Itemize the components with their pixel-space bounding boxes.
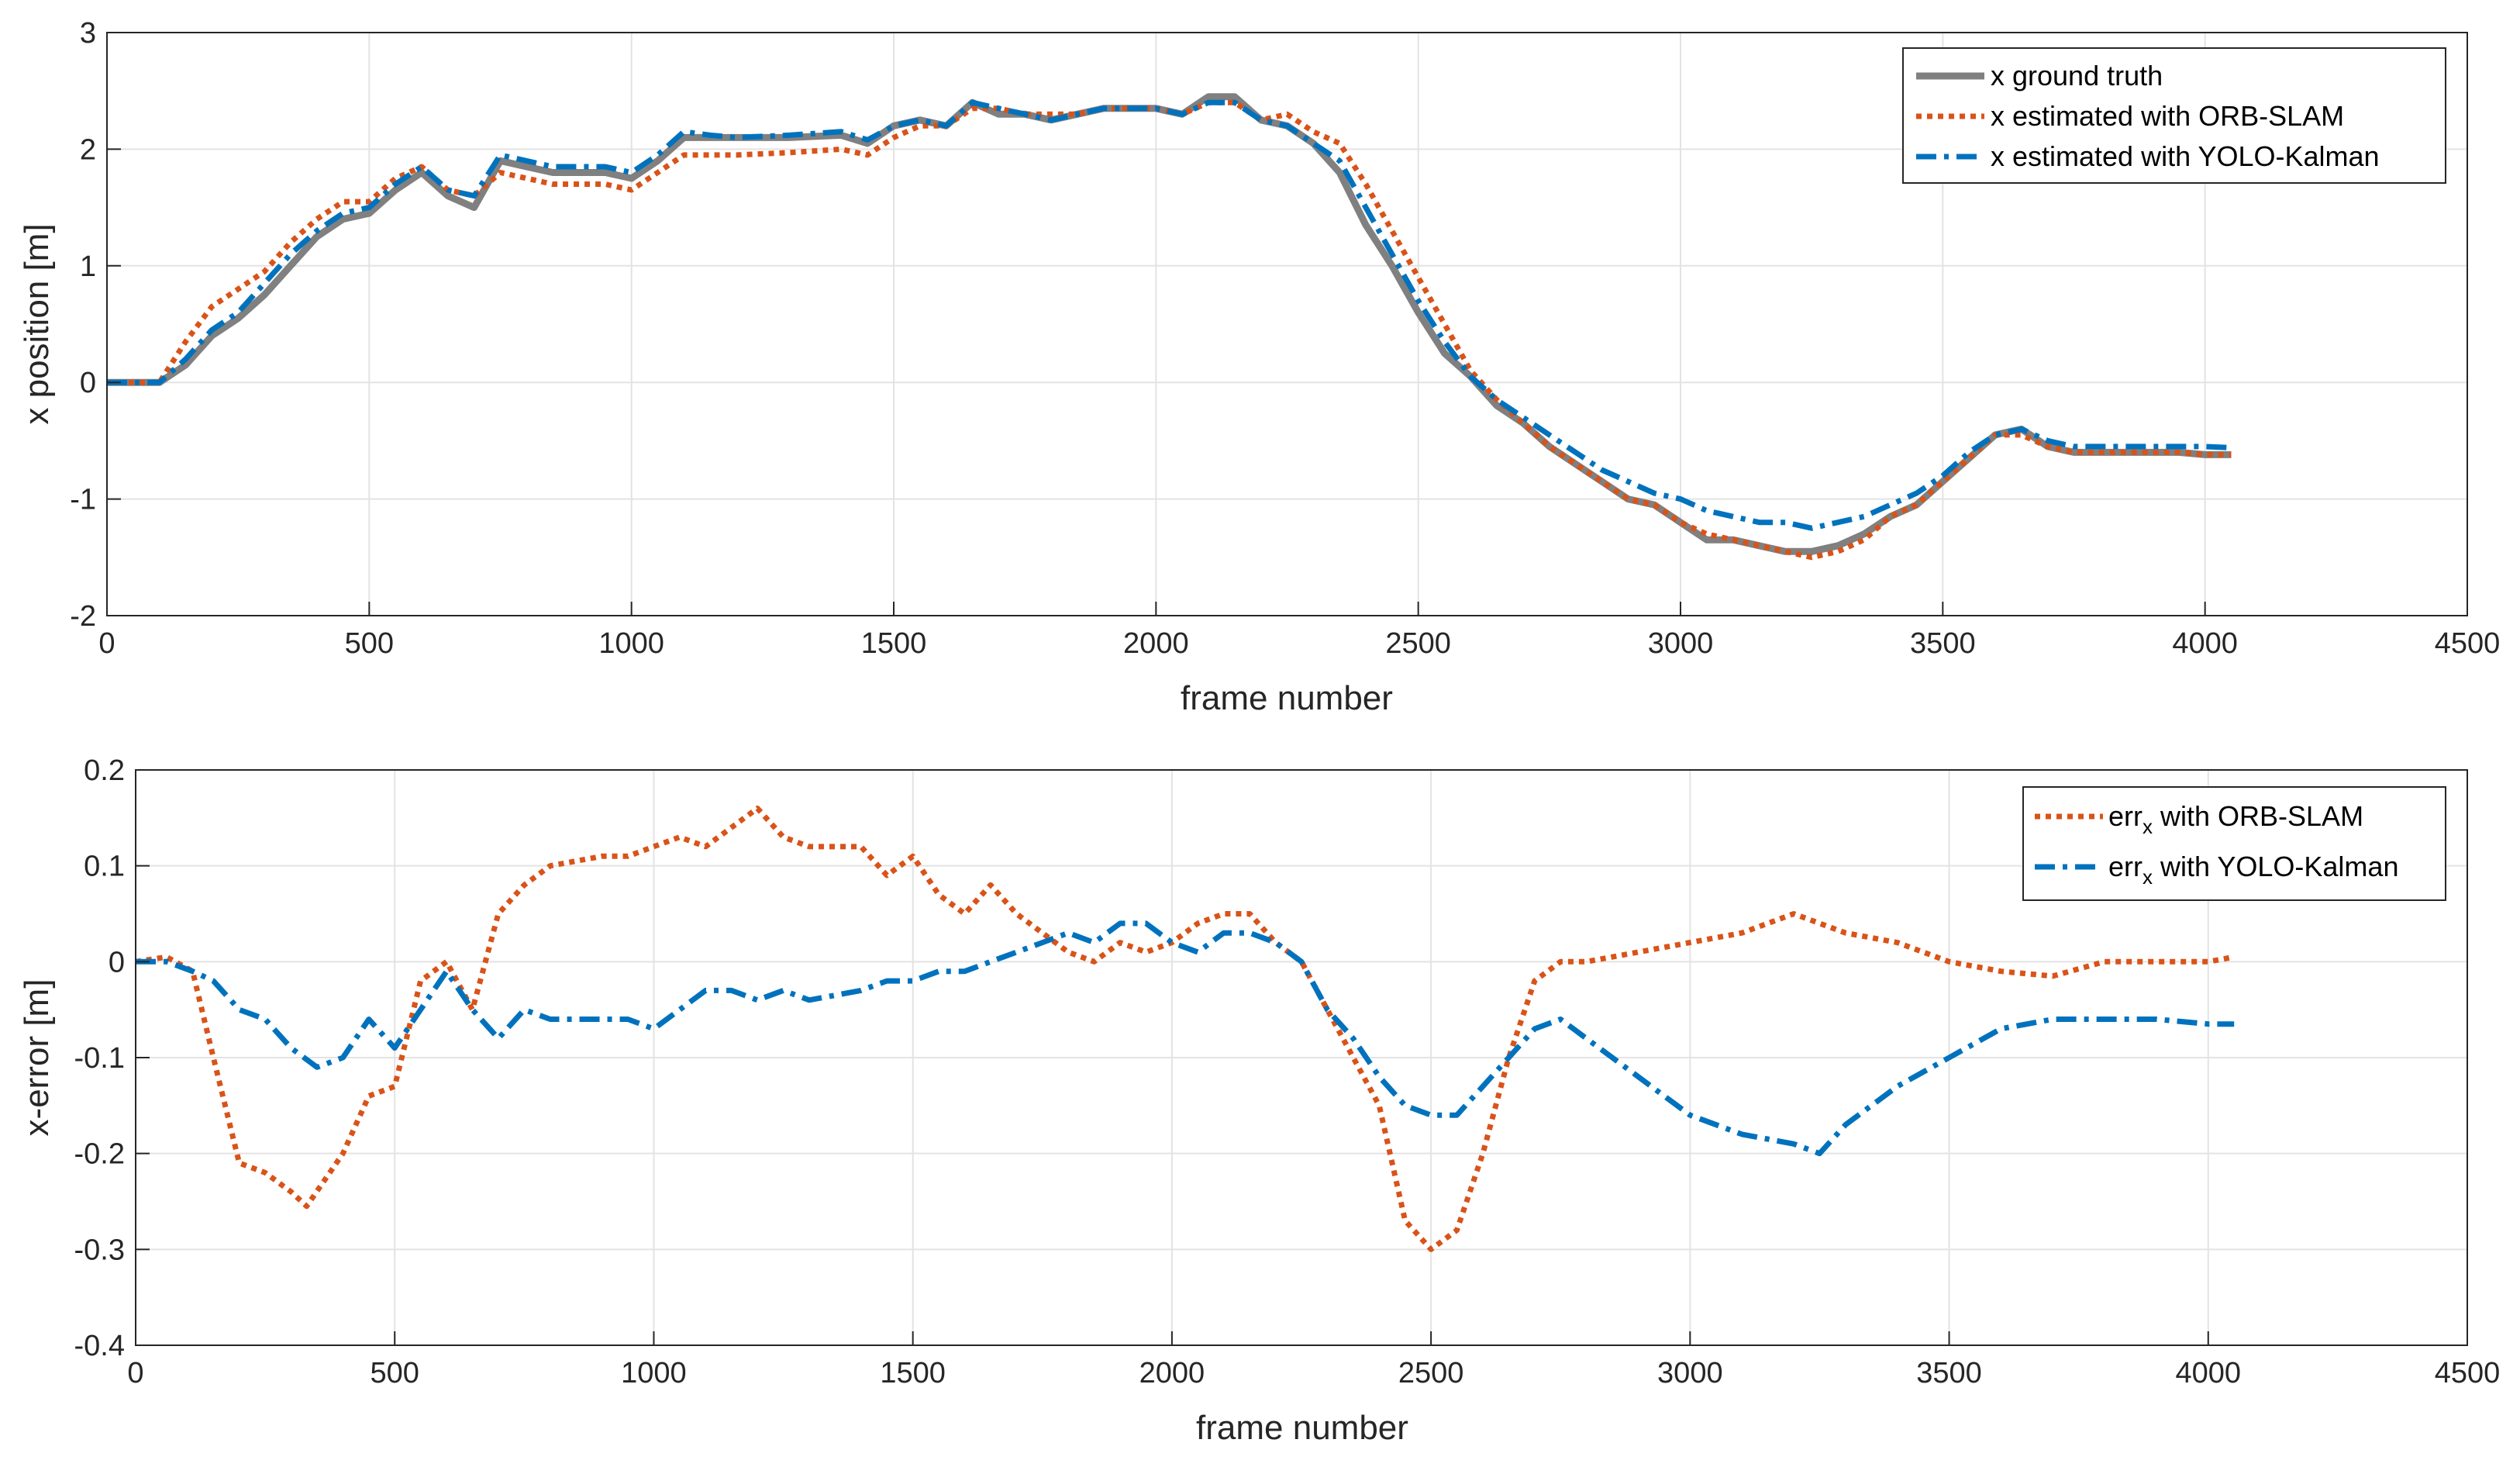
top-y-tick-label: 0 [80, 367, 96, 399]
top-x-tick-label: 4000 [2172, 627, 2238, 660]
top-plot-legend: x ground truth x estimated with ORB-SLAM… [1902, 47, 2446, 184]
bottom-plot-x-ticks: 0 500 1000 1500 2000 2500 3000 3500 4000 4500 [127, 1331, 2500, 1389]
legend-label-yolo-kalman: x estimated with YOLO-Kalman [1991, 140, 2380, 172]
top-x-tick-label: 1500 [861, 627, 927, 660]
top-x-tick-label: 2500 [1385, 627, 1451, 660]
legend-err-sub: x [2143, 865, 2153, 889]
top-x-tick-label: 3000 [1648, 627, 1714, 660]
bottom-plot-xlabel: frame number [1196, 1409, 1408, 1447]
bottom-series-line-0 [135, 806, 2235, 1252]
bottom-plot-legend: errx with ORB-SLAM errx with YOLO-Kalman [2022, 786, 2446, 901]
bottom-x-tick-label: 500 [371, 1357, 419, 1389]
top-y-tick-label: 3 [80, 17, 96, 50]
bottom-y-tick-label: -0.3 [74, 1234, 125, 1266]
top-plot-x-ticks: 0 500 1000 1500 2000 2500 3000 3500 4000 4500 [98, 602, 2500, 660]
top-x-tick-label: 2000 [1123, 627, 1189, 660]
bottom-plot-series [135, 806, 2235, 1252]
bottom-y-tick-label: -0.2 [74, 1138, 125, 1171]
legend-label-ground-truth: x ground truth [1991, 60, 2163, 91]
legend-label-orb-slam: x estimated with ORB-SLAM [1991, 100, 2344, 132]
bottom-x-tick-label: 0 [127, 1357, 143, 1389]
bottom-plot-ylabel: x-error [m] [18, 979, 56, 1137]
top-x-tick-label: 3500 [1910, 627, 1976, 660]
top-series-line-2 [107, 99, 2232, 531]
legend-label-err-yolo-kalman: errx with YOLO-Kalman [2108, 851, 2398, 889]
bottom-x-tick-label: 2500 [1398, 1357, 1464, 1389]
legend-err-main: err [2108, 851, 2143, 882]
bottom-x-tick-label: 1500 [880, 1357, 946, 1389]
bottom-plot-y-ticks: -0.4 -0.3 -0.2 -0.1 0 0.1 0.2 [74, 754, 150, 1362]
top-plot-xlabel: frame number [1181, 679, 1393, 717]
top-series-line-0 [107, 93, 2232, 555]
bottom-y-tick-label: 0.2 [84, 754, 125, 787]
bottom-legend-box [2022, 786, 2446, 901]
legend-err-rest: with YOLO-Kalman [2153, 851, 2398, 882]
bottom-y-tick-label: 0 [109, 946, 125, 979]
top-x-tick-label: 500 [345, 627, 394, 660]
top-y-tick-label: 2 [80, 133, 96, 166]
bottom-x-tick-label: 3000 [1657, 1357, 1723, 1389]
top-y-tick-label: -1 [70, 484, 96, 516]
top-x-tick-label: 0 [98, 627, 115, 660]
top-y-tick-label: -2 [70, 600, 96, 633]
top-x-tick-label: 4500 [2435, 627, 2501, 660]
bottom-plot: 0 500 1000 1500 2000 2500 3000 3500 4000 4500 -0.… [18, 754, 2500, 1447]
top-plot-ylabel: x position [m] [18, 223, 56, 424]
bottom-x-tick-label: 4500 [2435, 1357, 2501, 1389]
legend-err-sub: x [2143, 815, 2153, 838]
bottom-y-tick-label: -0.1 [74, 1042, 125, 1075]
top-plot-y-ticks: -2 -1 0 1 2 3 [70, 17, 121, 633]
top-x-tick-label: 1000 [598, 627, 664, 660]
legend-err-main: err [2108, 800, 2143, 832]
top-plot-frame [106, 32, 2468, 616]
top-y-tick-label: 1 [80, 250, 96, 283]
bottom-x-tick-label: 4000 [2176, 1357, 2242, 1389]
top-plot-series [107, 93, 2232, 561]
bottom-y-tick-label: 0.1 [84, 851, 125, 883]
top-legend-box [1902, 47, 2446, 184]
bottom-x-tick-label: 2000 [1139, 1357, 1205, 1389]
legend-label-err-orb-slam: errx with ORB-SLAM [2108, 800, 2363, 838]
bottom-y-tick-label: -0.4 [74, 1330, 125, 1362]
bottom-x-tick-label: 1000 [621, 1357, 687, 1389]
bottom-x-tick-label: 3500 [1916, 1357, 1982, 1389]
bottom-series-line-1 [136, 920, 2235, 1157]
top-plot: 0 500 1000 1500 2000 2500 3000 3500 4000 4500 -2-… [18, 17, 2500, 717]
legend-err-rest: with ORB-SLAM [2153, 800, 2363, 832]
